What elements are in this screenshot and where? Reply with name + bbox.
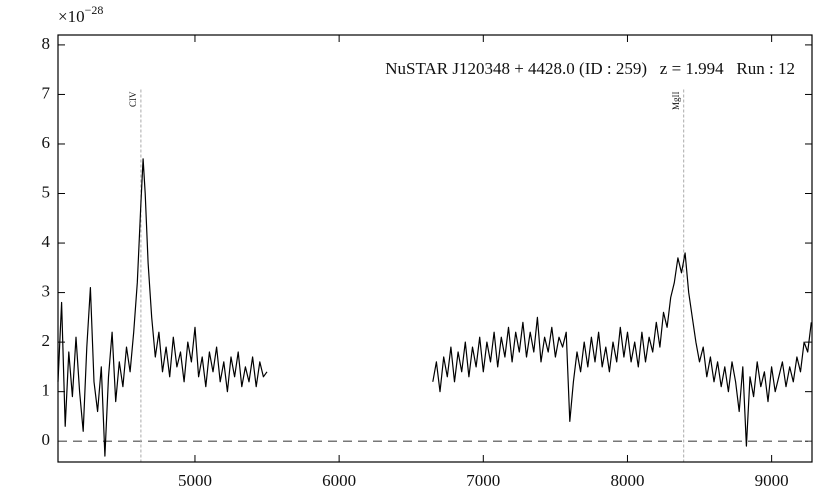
y-tick-label: 1 (42, 381, 51, 400)
plot-frame (57, 34, 813, 463)
x-tick-label: 6000 (322, 471, 356, 490)
x-tick-label: 7000 (466, 471, 500, 490)
x-tick-label: 9000 (755, 471, 789, 490)
x-tick-label: 8000 (610, 471, 644, 490)
y-tick-label: 8 (42, 34, 51, 53)
x-tick-label: 5000 (178, 471, 212, 490)
y-tick-label: 5 (42, 182, 51, 201)
y-tick-label: 3 (42, 281, 51, 300)
y-scale-base: ×10 (58, 7, 85, 26)
y-scale-exponent: −28 (85, 3, 104, 17)
y-tick-label: 2 (42, 331, 51, 350)
y-tick-label: 6 (42, 133, 51, 152)
y-tick-label: 7 (42, 83, 51, 102)
y-scale-label: ×10−28 (58, 3, 103, 26)
y-tick-label: 4 (42, 232, 51, 251)
annotation: NuSTAR J120348 + 4428.0 (ID : 259) z = 1… (385, 59, 795, 78)
emission-line-label: CIV (128, 91, 138, 107)
y-tick-label: 0 (42, 430, 51, 449)
spectrum (57, 158, 812, 457)
emission-line-label: MgII (671, 91, 681, 110)
